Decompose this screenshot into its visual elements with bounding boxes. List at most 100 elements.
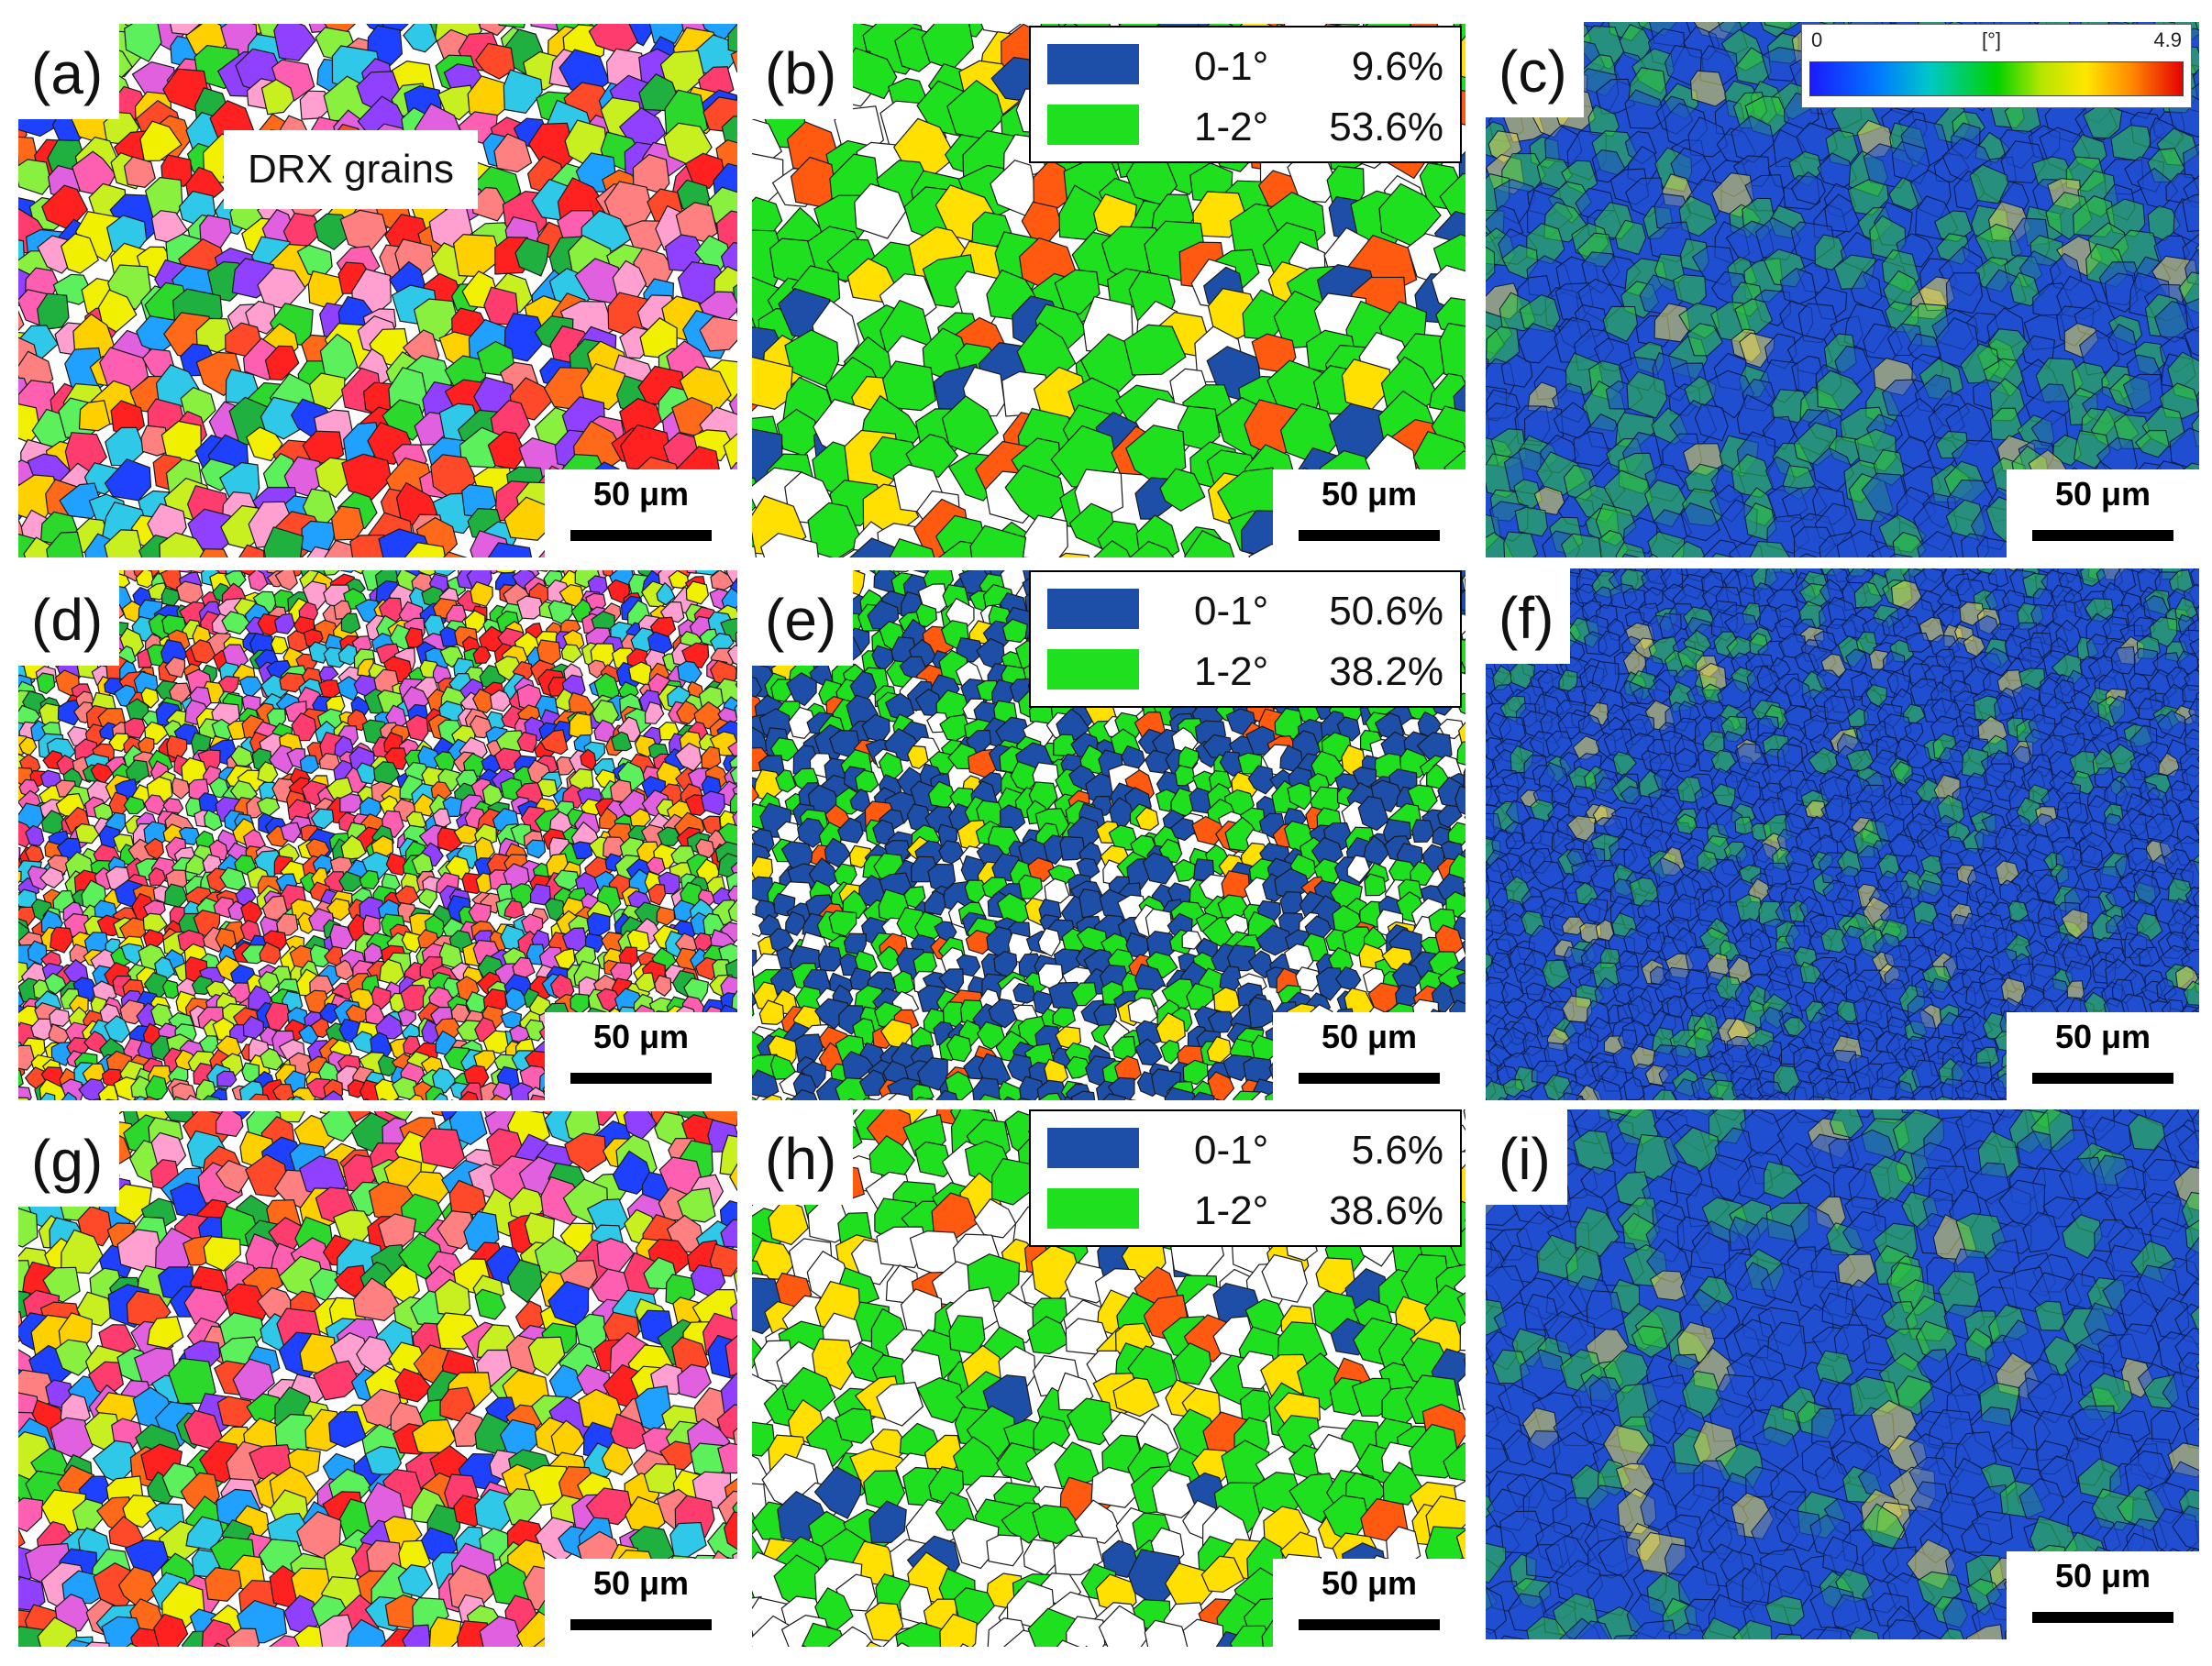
grain: [18, 961, 29, 984]
grain: [114, 879, 143, 908]
grain: [1159, 468, 1206, 513]
grain: [892, 570, 910, 573]
grain: [78, 400, 111, 432]
grain: [1624, 89, 1666, 129]
grain: [1824, 193, 1861, 233]
grain: [695, 838, 715, 859]
grain: [972, 1077, 1003, 1100]
grain: [1603, 469, 1653, 518]
grain: [530, 1094, 546, 1100]
grain: [400, 984, 429, 1013]
grain: [838, 1004, 866, 1035]
scale-bar: 50 μm: [2007, 469, 2199, 557]
grain: [340, 612, 361, 634]
grain: [216, 1070, 238, 1087]
scale-bar-line: [570, 530, 712, 541]
grain: [855, 769, 879, 793]
panel-label: (b): [752, 24, 854, 119]
grain: [1449, 981, 1465, 1007]
grain: [339, 793, 363, 813]
grain: [888, 1093, 912, 1100]
grain: [1052, 1006, 1076, 1029]
grain: [274, 570, 298, 591]
grain: [2195, 391, 2199, 413]
grain: [676, 700, 701, 725]
grain: [1173, 858, 1199, 883]
grain: [242, 1015, 264, 1040]
grain: [1500, 354, 1533, 388]
grain: [39, 866, 64, 889]
grain: [123, 795, 146, 815]
grain: [1362, 834, 1390, 866]
grain: [161, 979, 182, 999]
grain: [18, 1044, 36, 1071]
grain: [125, 759, 150, 784]
colorbar-unit: [°]: [1982, 28, 2002, 51]
grain: [759, 532, 819, 557]
grain: [1687, 323, 1723, 357]
grain: [817, 945, 843, 972]
grain: [1222, 1054, 1252, 1082]
colorbar-min: 0: [1811, 28, 1823, 51]
grain: [647, 883, 667, 906]
grain: [208, 777, 230, 799]
grain: [1044, 877, 1070, 904]
grain: [238, 544, 265, 557]
grain: [204, 809, 223, 832]
grain: [752, 356, 793, 410]
grain: [260, 1047, 284, 1071]
grain: [1357, 795, 1389, 832]
grain: [544, 898, 567, 921]
grain: [761, 1094, 783, 1100]
grain: [730, 50, 737, 73]
grain: [1070, 1090, 1096, 1100]
grain: [553, 869, 581, 891]
grain: [1817, 370, 1863, 411]
grain: [1207, 1010, 1234, 1033]
grain: [516, 731, 537, 754]
grain: [1145, 749, 1176, 774]
grain: [264, 345, 300, 381]
grain: [587, 659, 608, 679]
grain: [61, 1091, 77, 1100]
grain: [1749, 540, 1790, 557]
grain: [371, 986, 392, 1010]
grain: [1101, 1093, 1127, 1100]
grain: [610, 731, 633, 752]
grain: [330, 505, 365, 541]
grain: [1070, 982, 1098, 1007]
grain: [924, 889, 946, 916]
grain: [1191, 815, 1225, 846]
grain: [514, 237, 550, 277]
grain: [1207, 1071, 1235, 1100]
grain: [1689, 70, 1728, 107]
legend-range: 1-2°: [1194, 649, 1269, 694]
grain: [280, 822, 302, 844]
grain: [104, 529, 144, 557]
grain: [525, 839, 547, 859]
grain: [1056, 708, 1090, 741]
grain: [1247, 997, 1278, 1029]
legend-range: 0-1°: [1194, 589, 1269, 634]
grain: [434, 570, 457, 577]
grain: [340, 834, 367, 861]
grain: [2107, 324, 2138, 356]
grain: [877, 945, 902, 972]
grain: [644, 701, 665, 724]
grain: [404, 626, 424, 648]
grain: [18, 1069, 24, 1088]
grain: [1438, 718, 1465, 740]
grain: [2104, 272, 2139, 313]
grain: [2113, 568, 2137, 593]
grain: [535, 570, 548, 572]
grain: [2082, 103, 2123, 139]
grain: [1036, 1079, 1068, 1100]
grain: [2000, 140, 2046, 184]
grain: [1295, 966, 1322, 992]
grain: [1027, 856, 1056, 883]
grain: [323, 570, 341, 576]
grain: [586, 911, 611, 936]
grain: [720, 617, 737, 644]
grain: [364, 1098, 371, 1100]
grain: [258, 971, 280, 994]
